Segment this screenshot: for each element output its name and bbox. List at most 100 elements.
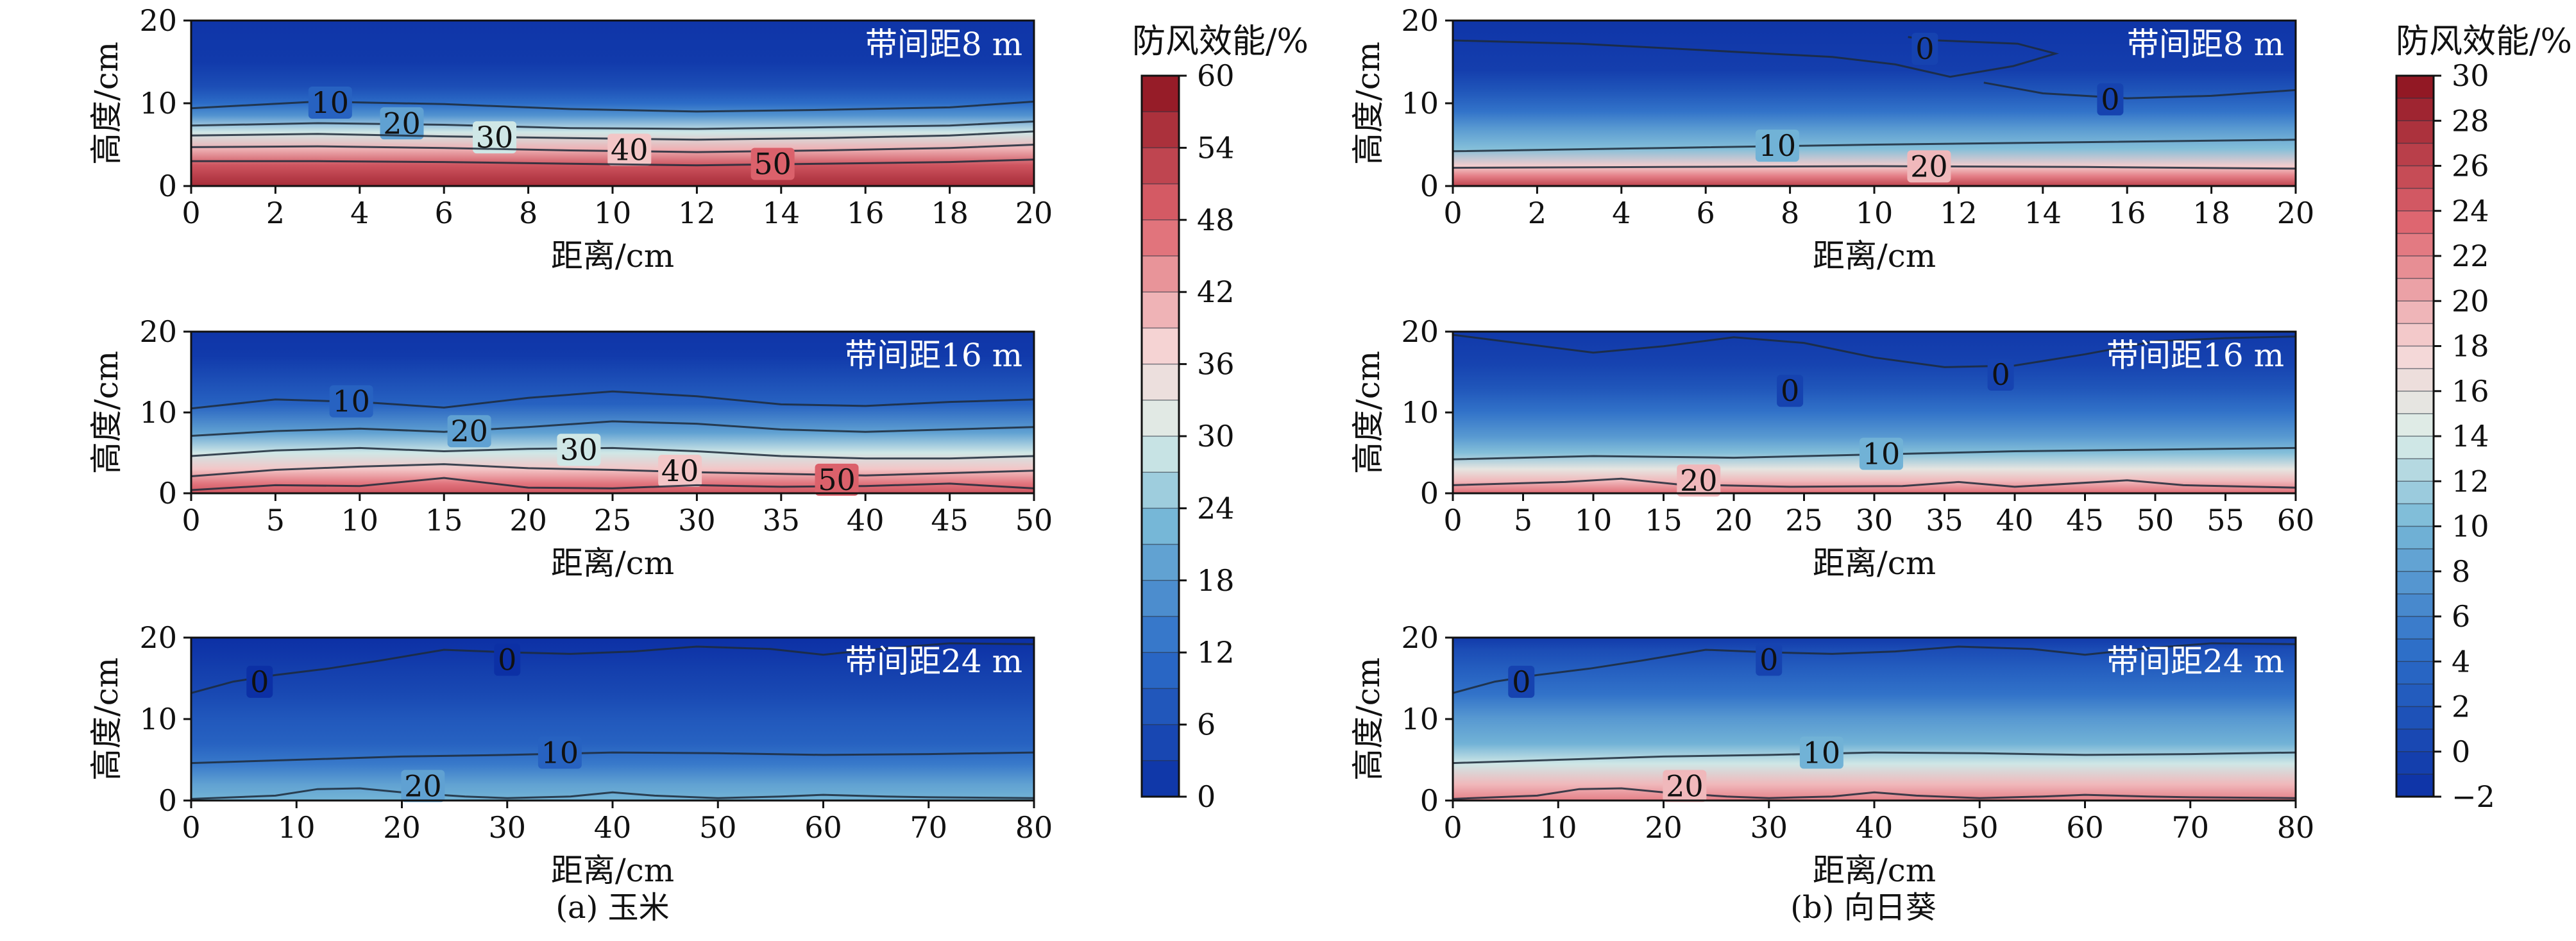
contour-label-bg	[308, 87, 352, 119]
contour-line-20	[191, 420, 1035, 437]
contour-label: 0	[1781, 373, 1799, 408]
contour-label: 50	[754, 146, 792, 181]
y-tick-label: 20	[1401, 3, 1439, 38]
contour-label: 40	[611, 133, 648, 167]
contour-label: 20	[404, 768, 442, 803]
colorbar-band	[2396, 233, 2434, 257]
contour-label-bg	[246, 665, 273, 698]
x-tick-label: 5	[266, 503, 285, 538]
colorbar-band	[2396, 256, 2434, 279]
x-tick-label: 35	[1926, 503, 1963, 538]
colorbar-band	[2396, 616, 2434, 640]
y-tick-label: 20	[139, 314, 177, 349]
colorbar-tick-label: 30	[2452, 58, 2489, 93]
x-tick-label: 20	[383, 810, 421, 845]
x-tick-label: 0	[182, 196, 200, 230]
panel-title: 带间距16 m	[845, 337, 1022, 374]
x-tick-label: 40	[1856, 810, 1894, 845]
contour-line-20	[1452, 165, 2296, 170]
y-tick-label: 0	[1420, 169, 1439, 203]
x-tick-label: 70	[910, 810, 947, 845]
colorbar-tick-label: 28	[2452, 103, 2489, 138]
x-tick-label: 15	[425, 503, 463, 538]
contour-label: 10	[1803, 735, 1841, 770]
colorbar-tick-label: 60	[1197, 58, 1235, 93]
colorbar-band	[1142, 436, 1179, 473]
contour-line-0	[191, 642, 1035, 694]
x-tick-label: 10	[594, 196, 632, 230]
panel-title: 带间距8 m	[2127, 26, 2284, 63]
colorbar-tick-label: 36	[1197, 347, 1235, 382]
panel-a-2: 10 20 30 40 50 带间距16 m 0 5 10 15 20 25 30 35 40 45 50 0 10…	[88, 314, 1053, 582]
colorbar-band	[2396, 76, 2434, 99]
x-tick-label: 20	[2277, 196, 2315, 230]
contour-label: 10	[1759, 128, 1797, 163]
colorbar-band	[2396, 661, 2434, 684]
x-tick-label: 15	[1645, 503, 1682, 538]
colorbar-tick-label: 6	[2452, 599, 2470, 634]
x-tick-label: 60	[2066, 810, 2104, 845]
colorbar-band	[2396, 391, 2434, 414]
contour-label: 0	[250, 665, 269, 699]
colorbar-band	[2396, 278, 2434, 301]
contour-line-0	[1452, 36, 2060, 78]
panel-title: 带间距16 m	[2106, 337, 2284, 374]
contour-label: 40	[661, 454, 699, 488]
colorbar-band	[1142, 183, 1179, 221]
colorbar-tick-label: 22	[2452, 239, 2489, 273]
contour-label-bg	[1756, 643, 1783, 676]
caption-a: (a) 玉米	[555, 890, 670, 926]
colorbar-tick-label: 26	[2452, 149, 2489, 183]
y-tick-label: 20	[1401, 314, 1439, 349]
colorbar-band	[2396, 706, 2434, 730]
x-axis-label: 距离/cm	[551, 237, 674, 275]
colorbar-band	[1142, 292, 1179, 328]
x-tick-label: 2	[1528, 196, 1546, 230]
x-tick-label: 12	[678, 196, 716, 230]
x-axis-label: 距离/cm	[1813, 237, 1936, 275]
contour-label-bg	[658, 454, 702, 487]
colorbar-band	[1142, 256, 1179, 292]
colorbar-band	[1142, 400, 1179, 437]
y-tick-label: 10	[1401, 395, 1439, 430]
colorbar-band	[2396, 751, 2434, 775]
x-tick-label: 0	[1443, 503, 1462, 538]
x-tick-label: 0	[182, 810, 200, 845]
y-tick-label: 10	[139, 86, 177, 121]
colorbar-band	[1142, 508, 1179, 545]
contour-line-10	[1452, 751, 2296, 765]
colorbar-tick-label: 12	[1197, 635, 1235, 670]
y-axis-label: 高度/cm	[1350, 42, 1387, 165]
contour-label: 0	[498, 643, 516, 677]
contour-label: 0	[1759, 643, 1778, 677]
contour-line-0	[1452, 642, 2296, 694]
colorbar-band	[2396, 481, 2434, 504]
x-axis-label: 距离/cm	[1813, 852, 1936, 889]
x-tick-label: 45	[2066, 503, 2104, 538]
x-tick-label: 50	[2137, 503, 2174, 538]
colorbar-tick-label: 2	[2452, 690, 2470, 724]
x-tick-label: 80	[1015, 810, 1053, 845]
x-tick-label: 50	[699, 810, 737, 845]
contour-label: 20	[1680, 463, 1718, 498]
y-axis-label: 高度/cm	[88, 351, 125, 474]
colorbar-band	[1142, 652, 1179, 689]
y-axis-label: 高度/cm	[88, 657, 125, 781]
heatmap-field	[1453, 21, 2296, 186]
colorbar-band	[2396, 639, 2434, 662]
contour-line-50	[191, 477, 1035, 491]
colorbar-title: 防风效能/%	[1132, 22, 1309, 61]
contour-line-40	[191, 463, 1035, 477]
contour-line-10	[1452, 139, 2296, 153]
x-tick-label: 4	[350, 196, 369, 230]
colorbar-band	[1142, 219, 1179, 257]
colorbar-band	[1142, 328, 1179, 365]
x-tick-label: 10	[278, 810, 316, 845]
colorbar-band	[2396, 323, 2434, 346]
colorbar-band	[2396, 571, 2434, 595]
heatmap-field	[1453, 638, 2296, 801]
